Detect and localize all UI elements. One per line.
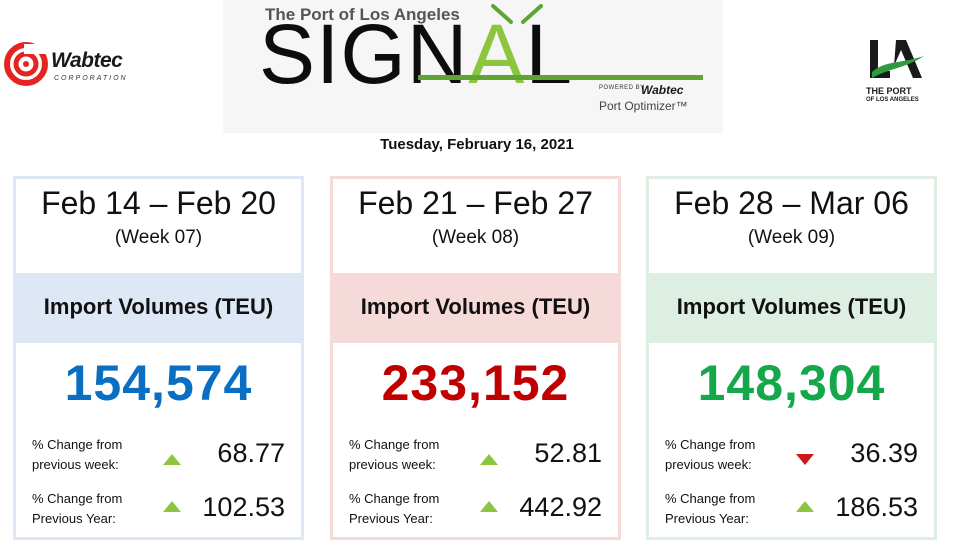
wabtec-wordmark: Wabtec — [51, 49, 123, 72]
import-volume-value: 233,152 — [381, 355, 570, 411]
import-band — [333, 273, 618, 343]
wabtec-logo: Wabtec CORPORATION — [4, 40, 144, 90]
week-09-card: Feb 28 – Mar 06 (Week 09) Import Volumes… — [646, 176, 937, 540]
wabtec-logo-icon — [4, 42, 48, 86]
powered-by-label: POWERED BY — [599, 85, 645, 91]
week-07-card: Feb 14 – Feb 20 (Week 07) Import Volumes… — [13, 176, 304, 540]
yearly-change-up-icon — [796, 501, 814, 512]
port-of-la-logo: THE PORT OF LOS ANGELES — [858, 38, 938, 108]
import-volume-value: 154,574 — [64, 355, 253, 411]
import-band — [649, 273, 934, 343]
signal-prefix: SIGN — [259, 7, 469, 101]
date-range: Feb 14 – Feb 20 — [41, 185, 276, 221]
import-volume-value: 148,304 — [697, 355, 886, 411]
weekly-change-value: 36.39 — [850, 438, 918, 468]
wabtec-corporation-label: CORPORATION — [54, 75, 128, 82]
yearly-change-value: 442.92 — [519, 492, 602, 522]
weekly-change-down-icon — [796, 454, 814, 465]
yearly-change-label: % Change from Previous Year: — [32, 491, 123, 526]
signal-header: The Port of Los Angeles SIGNAL POWERED B… — [223, 0, 723, 133]
report-date: Tuesday, February 16, 2021 — [380, 136, 574, 153]
import-volumes-label: Import Volumes (TEU) — [43, 294, 274, 319]
signal-a: A — [468, 7, 526, 101]
yearly-change-up-icon — [163, 501, 181, 512]
signal-cross-icon — [491, 4, 543, 24]
weekly-change-label: % Change from previous week: — [665, 437, 756, 472]
weekly-change-value: 52.81 — [534, 438, 602, 468]
week-label: (Week 09) — [747, 227, 836, 248]
signal-suffix: L — [525, 7, 574, 101]
weekly-change-label: % Change from previous week: — [349, 437, 440, 472]
yearly-change-label: % Change from Previous Year: — [349, 491, 440, 526]
week-label: (Week 08) — [431, 227, 520, 248]
weekly-change-up-icon — [480, 454, 498, 465]
week-08-card: Feb 21 – Feb 27 (Week 08) Import Volumes… — [330, 176, 621, 540]
powered-brand: Wabtec — [641, 83, 684, 97]
yearly-change-value: 186.53 — [835, 492, 918, 522]
import-band — [16, 273, 301, 343]
weekly-change-label: % Change from previous week: — [32, 437, 123, 472]
la-port-label: THE PORT — [866, 86, 912, 96]
la-logo-icon — [870, 40, 924, 78]
import-volumes-label: Import Volumes (TEU) — [360, 294, 591, 319]
yearly-change-up-icon — [480, 501, 498, 512]
weekly-change-value: 68.77 — [217, 438, 285, 468]
week-label: (Week 07) — [114, 227, 203, 248]
port-optimizer-label: Port Optimizer™ — [599, 99, 688, 113]
import-volumes-label: Import Volumes (TEU) — [676, 294, 907, 319]
la-city-label: OF LOS ANGELES — [866, 97, 919, 103]
port-subtitle: The Port of Los Angeles — [265, 5, 460, 24]
yearly-change-label: % Change from Previous Year: — [665, 491, 756, 526]
signal-underline — [418, 75, 703, 80]
yearly-change-value: 102.53 — [202, 492, 285, 522]
weekly-change-up-icon — [163, 454, 181, 465]
date-range: Feb 21 – Feb 27 — [358, 185, 593, 221]
signal-title: SIGNAL — [259, 12, 573, 96]
date-range: Feb 28 – Mar 06 — [674, 185, 909, 221]
